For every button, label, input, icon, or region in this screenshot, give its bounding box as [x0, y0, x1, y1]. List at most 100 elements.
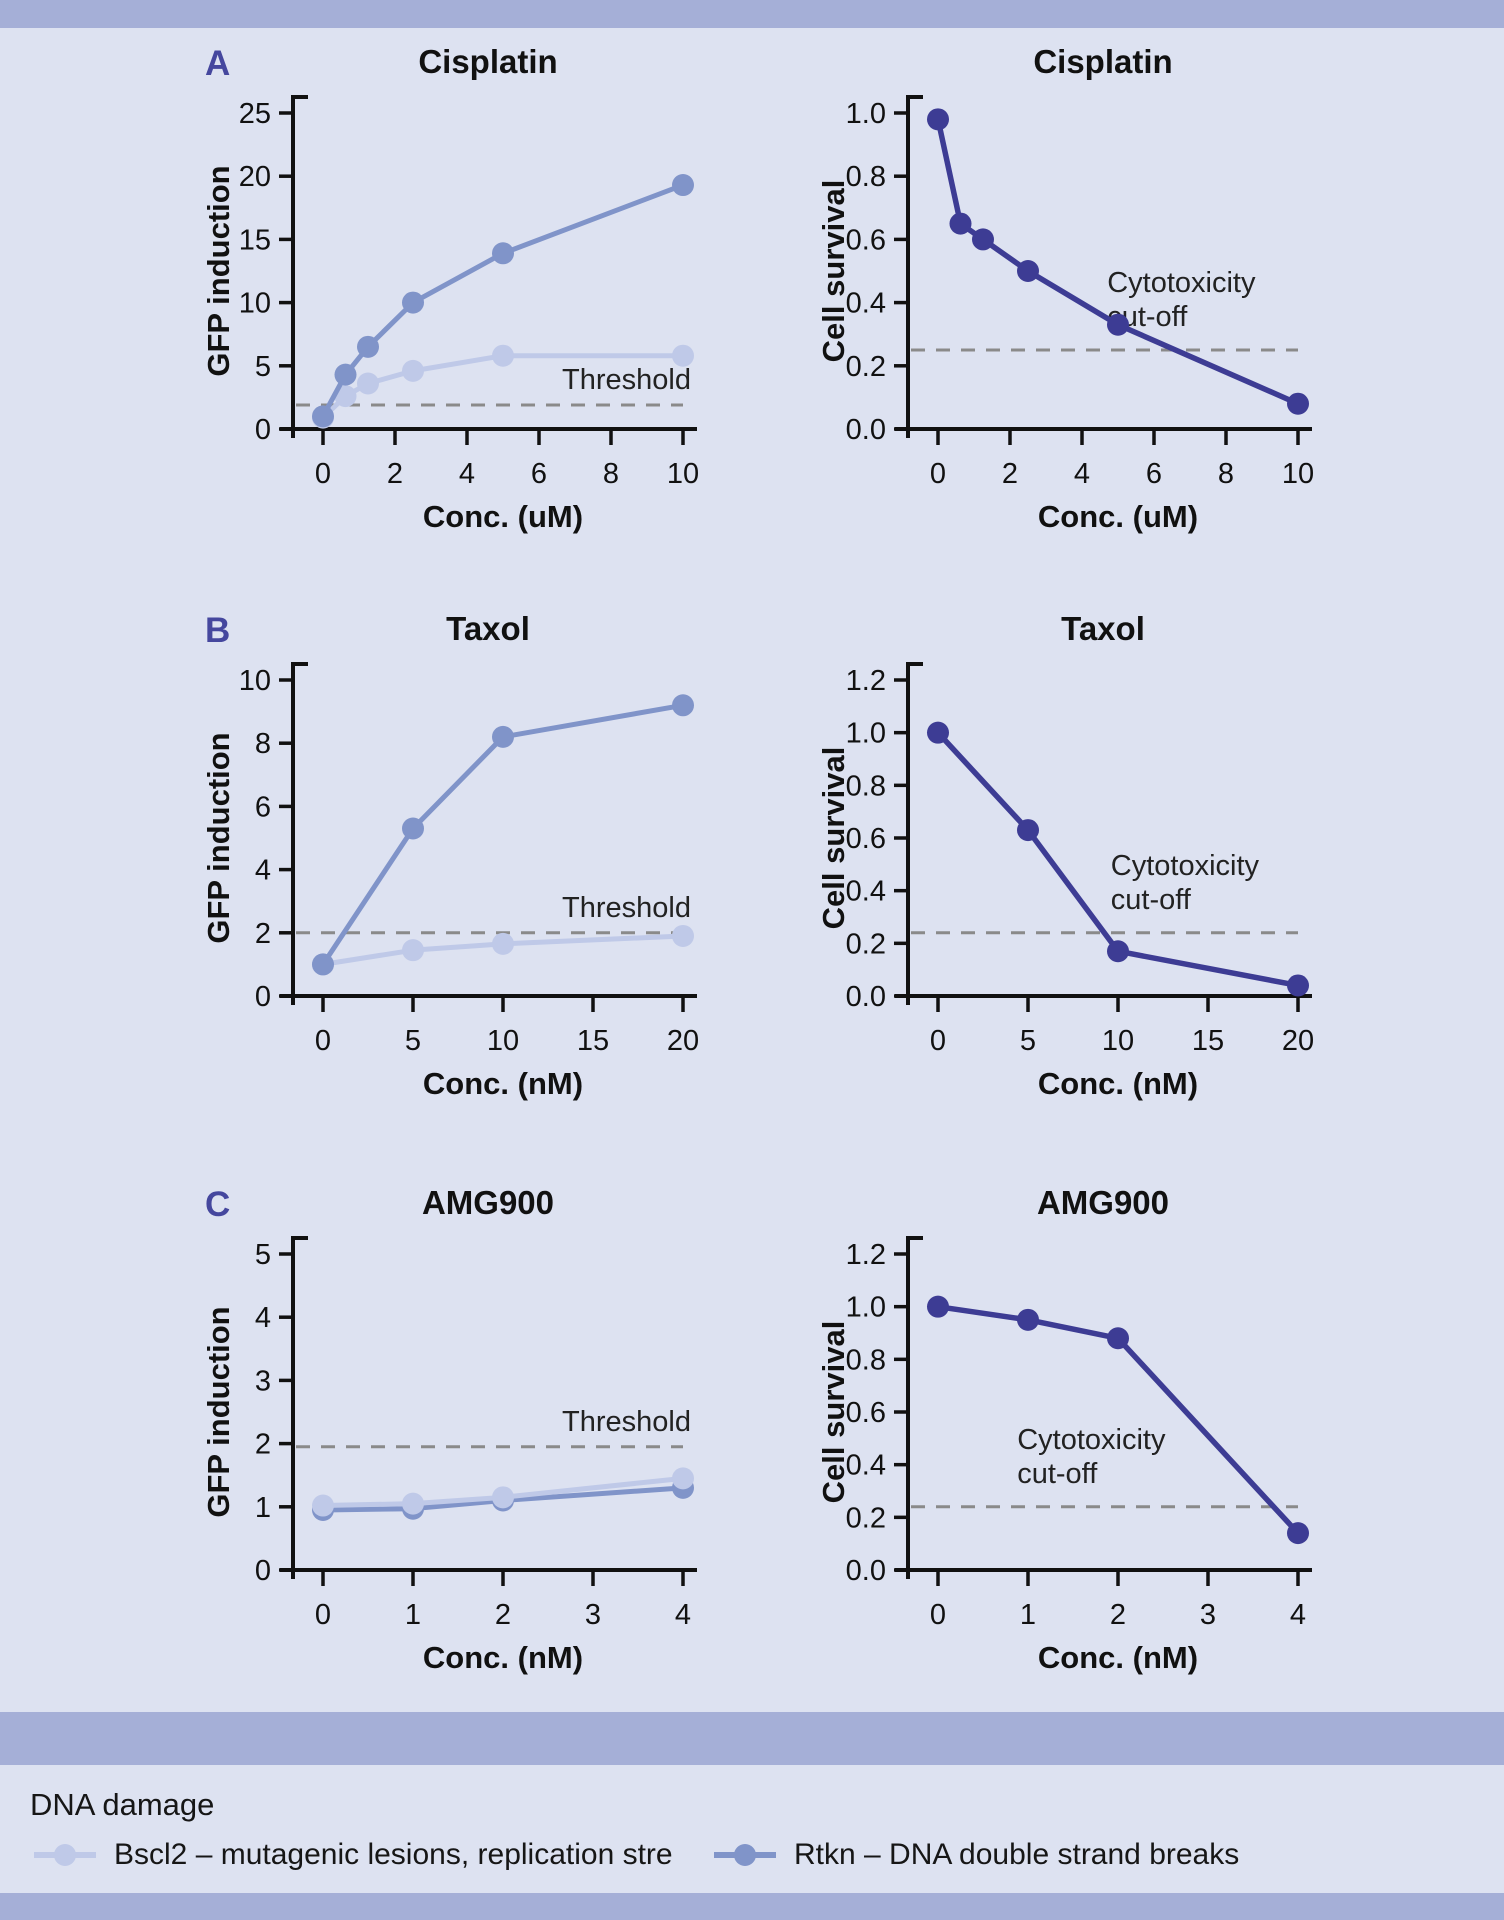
y-tick-label: 0.6: [846, 823, 886, 855]
y-tick-label: 2: [255, 918, 271, 950]
data-point-bscl2: [672, 1467, 694, 1490]
x-tick-label: 15: [1192, 1025, 1224, 1057]
y-tick-label: 0.6: [846, 224, 886, 256]
y-tick-label: 0: [255, 1555, 271, 1587]
series-line-survival: [935, 729, 1301, 989]
data-point-bscl2: [672, 344, 694, 367]
legend-label: Bscl2 – mutagenic lesions, replication s…: [114, 1838, 673, 1871]
y-axis: [906, 662, 923, 1005]
figure-legend: DNA damage Bscl2 – mutagenic lesions, re…: [30, 1788, 1450, 1880]
cytotoxicity-cutoff-label: cut-off: [1111, 884, 1192, 916]
x-tick-label: 4: [1290, 1599, 1306, 1631]
cytotoxicity-cutoff-label: Cytotoxicity: [1017, 1424, 1166, 1456]
x-tick-label: 2: [1110, 1599, 1126, 1631]
data-point-rtkn: [492, 725, 514, 748]
chart-title: AMG900: [1036, 1184, 1170, 1221]
chart-canvas: Cytotoxicity cut-off 0.0 0.2 0.4 0.6 0.8 1.0 1.2…: [818, 646, 1348, 1101]
chart-plot: Threshold 0 5 10 15 20 25 0 2 4 6 8 10 Conc. (uM) GFP …: [203, 95, 699, 534]
data-point-survival: [1107, 940, 1129, 963]
y-tick-label: 10: [239, 665, 271, 697]
y-tick-label: 25: [239, 98, 271, 130]
data-point-survival: [972, 228, 994, 251]
y-tick-label: 3: [255, 1365, 271, 1397]
y-tick-label: 20: [239, 161, 271, 193]
data-point-rtkn: [312, 405, 334, 428]
panel-label-b: B: [205, 611, 231, 650]
chart-canvas: Threshold 0 5 10 15 20 25 0 2 4 6 8 10 Conc. (uM) GFP …: [203, 79, 733, 534]
y-tick-label: 0: [255, 981, 271, 1013]
data-point-rtkn: [402, 817, 424, 840]
y-tick-label: 1.2: [846, 665, 886, 697]
x-tick-label: 10: [1102, 1025, 1134, 1057]
x-tick-label: 1: [405, 1599, 421, 1631]
data-point-rtkn: [357, 335, 379, 358]
y-tick-label: 0.8: [846, 770, 886, 802]
y-axis: [291, 1236, 308, 1579]
y-tick-label: 4: [255, 1302, 271, 1334]
y-tick-label: 0: [255, 414, 271, 446]
y-tick-label: 0.8: [846, 1344, 886, 1376]
data-point-survival: [1287, 392, 1309, 415]
data-point-rtkn: [402, 291, 424, 314]
data-point-bscl2: [492, 1486, 514, 1509]
y-tick-label: 4: [255, 855, 271, 887]
x-axis-label: Conc. (nM): [1038, 1066, 1198, 1101]
cytotoxicity-cutoff-label: Cytotoxicity: [1107, 267, 1256, 299]
y-tick-label: 15: [239, 224, 271, 256]
y-tick-label: 0.4: [846, 288, 886, 320]
data-point-bscl2: [402, 359, 424, 382]
y-tick-label: 1: [255, 1492, 271, 1524]
x-tick-label: 2: [1002, 458, 1018, 490]
chart-canvas: Cytotoxicity cut-off 0.0 0.2 0.4 0.6 0.8 1.0 0 2 4…: [818, 79, 1348, 534]
panel-label-a: A: [205, 44, 231, 83]
x-tick-label: 4: [459, 458, 475, 490]
threshold-label: Threshold: [562, 1406, 691, 1438]
data-point-rtkn: [312, 953, 334, 976]
data-point-bscl2: [402, 1492, 424, 1515]
x-tick-label: 5: [405, 1025, 421, 1057]
chart-taxol-survival: Taxol Cytotoxicity cut-off 0.0 0.2 0.4 0.6 0.8…: [818, 612, 1348, 1102]
series-line-survival: [935, 116, 1301, 407]
x-tick-label: 10: [487, 1025, 519, 1057]
x-tick-label: 5: [1020, 1025, 1036, 1057]
x-tick-label: 4: [675, 1599, 691, 1631]
y-tick-label: 1.0: [846, 98, 886, 130]
data-point-rtkn: [672, 694, 694, 717]
y-tick-label: 0.2: [846, 928, 886, 960]
chart-title: Cisplatin: [1033, 43, 1173, 80]
x-tick-label: 20: [1282, 1025, 1314, 1057]
chart-canvas: Threshold 0 2 4 6 8 10 0 5 10 15 20 Conc. (nM) GFP in…: [203, 646, 733, 1101]
y-tick-label: 0.0: [846, 1555, 886, 1587]
series-line-rtkn: [320, 1485, 686, 1513]
data-point-bscl2: [672, 924, 694, 947]
y-tick-label: 0.0: [846, 414, 886, 446]
chart-plot: Threshold 0 1 2 3 4 5 0 1 2 3 4 Conc. (nM) GFP induct…: [203, 1236, 697, 1675]
y-axis: [291, 95, 308, 438]
x-tick-label: 8: [1218, 458, 1234, 490]
chart-title: AMG900: [421, 1184, 555, 1221]
y-tick-label: 0.2: [846, 351, 886, 383]
data-point-survival: [1107, 1327, 1129, 1350]
chart-amg900-gfp: AMG900 Threshold 0 1 2 3 4 5 0 1 2 3 4 Conc. (nM) GFP…: [203, 1186, 733, 1675]
x-tick-label: 2: [495, 1599, 511, 1631]
x-tick-label: 1: [1020, 1599, 1036, 1631]
data-point-survival: [927, 721, 949, 744]
legend-items: Bscl2 – mutagenic lesions, replication s…: [30, 1838, 1450, 1880]
chart-cisplatin-gfp: Cisplatin Threshold 0 5 10 15 20 25 0 2 4 6 8 10 Conc…: [203, 45, 733, 535]
data-point-survival: [1017, 819, 1039, 842]
y-tick-label: 5: [255, 351, 271, 383]
y-tick-label: 0.0: [846, 981, 886, 1013]
data-point-bscl2: [357, 372, 379, 395]
y-tick-label: 5: [255, 1239, 271, 1271]
data-point-bscl2: [334, 385, 357, 408]
x-tick-label: 4: [1074, 458, 1090, 490]
y-tick-label: 0.2: [846, 1502, 886, 1534]
series-line-bscl2: [320, 933, 686, 967]
x-tick-label: 0: [930, 458, 946, 490]
x-axis-label: Conc. (nM): [1038, 1640, 1198, 1675]
x-axis-label: Conc. (nM): [423, 1066, 583, 1101]
y-axis: [291, 662, 308, 1005]
